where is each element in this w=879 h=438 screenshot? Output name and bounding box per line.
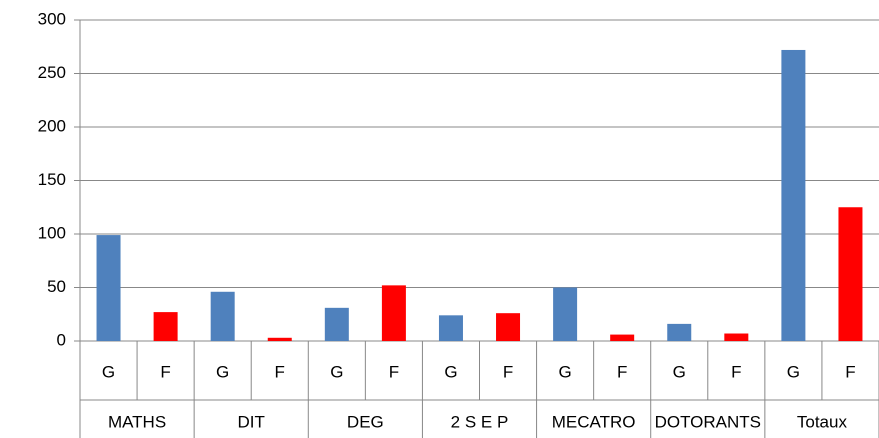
bar	[210, 291, 235, 341]
sub-category-label: F	[617, 362, 627, 381]
bar	[724, 333, 749, 341]
bar	[610, 334, 635, 341]
y-tick-label: 100	[38, 223, 66, 242]
y-tick-label: 300	[38, 9, 66, 28]
sub-category-label: F	[731, 362, 741, 381]
bar	[781, 49, 806, 342]
bar	[153, 312, 178, 341]
category-label: Totaux	[797, 412, 848, 431]
bar	[553, 287, 578, 341]
sub-category-label: G	[216, 362, 229, 381]
y-tick-label: 150	[38, 170, 66, 189]
sub-category-label: F	[160, 362, 170, 381]
sub-category-label: F	[389, 362, 399, 381]
bar	[381, 285, 406, 341]
y-tick-label: 200	[38, 116, 66, 135]
sub-category-label: F	[503, 362, 513, 381]
bar	[496, 313, 521, 341]
sub-category-label: G	[330, 362, 343, 381]
sub-category-label: G	[673, 362, 686, 381]
y-tick-label: 250	[38, 63, 66, 82]
category-label: DOTORANTS	[655, 412, 761, 431]
bar	[324, 307, 349, 341]
sub-category-label: G	[102, 362, 115, 381]
bar	[667, 323, 692, 341]
y-tick-label: 50	[47, 277, 66, 296]
sub-category-label: F	[275, 362, 285, 381]
category-label: DIT	[238, 412, 265, 431]
y-tick-label: 0	[57, 330, 66, 349]
bar	[438, 315, 463, 341]
sub-category-label: G	[444, 362, 457, 381]
category-label: DEG	[347, 412, 384, 431]
category-label: 2 S E P	[451, 412, 509, 431]
bar	[267, 337, 292, 341]
category-label: MATHS	[108, 412, 166, 431]
sub-category-label: G	[787, 362, 800, 381]
bar	[96, 235, 121, 341]
category-label: MECATRO	[552, 412, 636, 431]
sub-category-label: F	[845, 362, 855, 381]
sub-category-label: G	[558, 362, 571, 381]
bar	[838, 207, 863, 341]
